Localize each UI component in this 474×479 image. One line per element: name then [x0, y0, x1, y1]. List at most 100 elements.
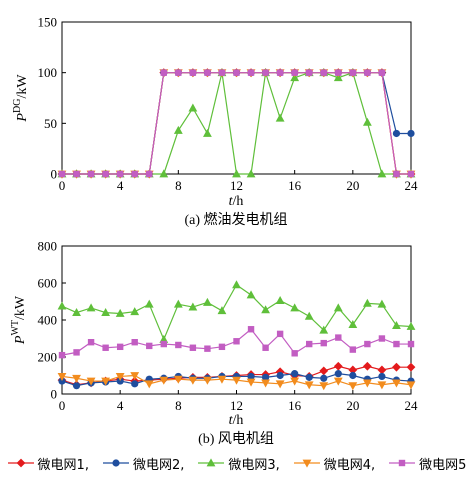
- data-point-b-5: [204, 345, 211, 352]
- data-point-b-3: [392, 320, 401, 329]
- series-b-4: [57, 372, 416, 391]
- data-point-a-5: [349, 69, 357, 76]
- y-axis-label-unit: /kW: [15, 74, 30, 99]
- data-point-b-5: [102, 344, 109, 351]
- data-point-b-3: [203, 297, 212, 306]
- y-tick-label-b: 600: [38, 276, 58, 291]
- y-tick-label-a: 100: [38, 65, 58, 80]
- data-point-b-3: [159, 334, 169, 343]
- y-tick-label-b: 0: [51, 387, 58, 402]
- data-point-b-1: [275, 367, 285, 377]
- data-point-b-3: [275, 295, 285, 304]
- y-axis-label-main: P: [15, 113, 30, 123]
- data-point-b-1: [319, 366, 329, 376]
- data-point-b-2: [58, 377, 66, 385]
- caption-a: (a) 燃油发电机组: [184, 211, 287, 228]
- data-point-a-5: [175, 69, 182, 76]
- data-point-b-4: [333, 377, 343, 386]
- data-point-b-4: [261, 379, 270, 388]
- data-point-b-5: [189, 344, 197, 351]
- x-tick-label-a: 4: [117, 178, 124, 193]
- y-tick-label-a: 150: [38, 15, 58, 30]
- data-point-b-5: [306, 340, 313, 348]
- data-point-b-4: [392, 379, 401, 388]
- svg-text:PWT/kW: PWT/kW: [10, 295, 28, 345]
- data-point-a-2: [392, 129, 401, 138]
- legend-item: 微电网3,: [198, 454, 280, 473]
- x-tick-label-b: 24: [405, 398, 419, 413]
- data-point-a-3: [275, 113, 285, 122]
- data-point-b-3: [319, 325, 329, 334]
- data-point-b-4: [290, 377, 300, 386]
- data-point-a-3: [246, 169, 256, 178]
- data-point-b-5: [320, 339, 327, 347]
- series-b-3: [57, 280, 416, 343]
- data-point-a-5: [407, 170, 415, 178]
- chart-panel-a: PDG/kW t/h (a) 燃油发电机组 0 4 8 12 16 20 24 0 50 100 1…: [12, 15, 418, 229]
- figure: PDG/kW t/h (a) 燃油发电机组 0 4 8 12 16 20 240501001…: [10, 15, 418, 448]
- data-point-b-3: [130, 307, 140, 316]
- data-point-b-3: [232, 280, 241, 289]
- data-point-b-4: [130, 372, 140, 381]
- data-point-a-5: [131, 170, 138, 178]
- data-point-a-3: [362, 117, 372, 126]
- data-point-b-1: [406, 362, 416, 372]
- data-point-b-2: [349, 371, 357, 380]
- data-point-b-3: [333, 303, 343, 312]
- x-axis-label-unit: /h: [233, 194, 244, 209]
- series-line-a-3: [62, 71, 411, 175]
- data-point-b-4: [304, 381, 314, 390]
- series-a-2: [58, 69, 415, 178]
- data-point-b-5: [58, 351, 66, 359]
- x-tick-label-b: 16: [288, 398, 302, 413]
- x-axis-label-b: t/h: [229, 413, 244, 428]
- data-point-b-2: [72, 382, 81, 390]
- data-point-b-4: [232, 376, 241, 385]
- data-point-b-2: [247, 372, 255, 381]
- data-point-b-3: [261, 305, 270, 314]
- data-point-b-4: [203, 376, 212, 385]
- data-point-b-2: [320, 374, 328, 382]
- data-point-b-3: [246, 290, 256, 299]
- series-line-a-5: [62, 72, 411, 175]
- series-b-5: [58, 326, 415, 359]
- legend-swatch: [389, 459, 416, 467]
- data-point-b-4: [362, 379, 372, 388]
- data-point-b-5: [291, 350, 298, 357]
- x-tick-label-a: 8: [175, 178, 182, 193]
- legend-marker: [206, 458, 216, 467]
- y-axis-label-b: PWT/kW: [10, 295, 28, 345]
- data-point-b-4: [101, 377, 111, 386]
- svg-text:PDG/kW: PDG/kW: [12, 74, 30, 123]
- data-point-a-3: [377, 169, 387, 178]
- data-point-a-5: [87, 170, 95, 178]
- data-point-b-3: [348, 320, 358, 329]
- data-point-b-3: [173, 299, 183, 308]
- x-tick-label-a: 16: [288, 178, 302, 193]
- series-a-5: [58, 69, 415, 178]
- y-tick-label-b: 800: [38, 239, 58, 254]
- data-point-b-4: [86, 377, 96, 386]
- y-tick-label-b: 400: [38, 313, 58, 328]
- data-point-a-5: [247, 69, 255, 76]
- data-point-b-3: [362, 298, 372, 307]
- data-point-b-1: [348, 365, 358, 375]
- series-a-1: [57, 68, 416, 179]
- data-point-b-3: [144, 299, 154, 308]
- data-point-b-2: [116, 377, 124, 385]
- chart-panel-b: PWT/kW t/h (b) 风电机组 0 4 8 12 16 20 24 0 200 400 60…: [10, 239, 418, 448]
- data-point-b-5: [407, 340, 415, 348]
- x-axis-label-main: t: [229, 413, 234, 428]
- data-point-a-5: [393, 170, 400, 178]
- y-axis-label-unit: /kW: [13, 295, 28, 320]
- data-point-b-4: [188, 376, 198, 385]
- legend-item: 微电网5: [389, 454, 466, 473]
- data-point-b-2: [378, 372, 386, 381]
- data-point-a-5: [364, 69, 371, 76]
- data-point-b-2: [131, 380, 139, 388]
- data-point-a-3: [232, 169, 241, 178]
- data-point-b-4: [173, 375, 183, 384]
- data-point-b-4: [246, 378, 256, 387]
- series-a-4: [57, 69, 416, 179]
- y-axis-label-sup: WT: [10, 320, 21, 336]
